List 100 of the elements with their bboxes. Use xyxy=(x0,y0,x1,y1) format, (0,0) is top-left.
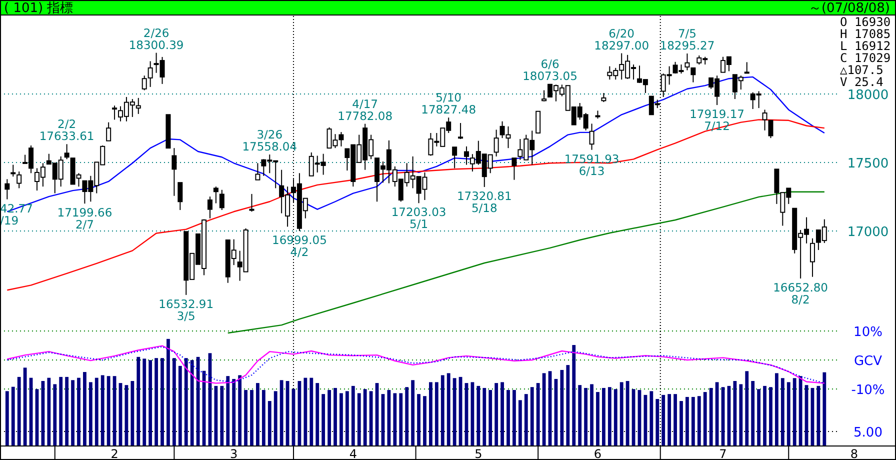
candlestick xyxy=(786,188,792,204)
candlestick xyxy=(756,90,762,109)
annotation: 6/13 xyxy=(578,164,605,178)
note: △107.5 xyxy=(840,63,884,77)
candlestick xyxy=(94,162,100,194)
annotation: 18073.05 xyxy=(522,68,578,83)
candlestick xyxy=(207,196,212,219)
candlestick xyxy=(46,153,52,165)
candlestick xyxy=(267,154,272,174)
candlestick xyxy=(338,132,344,147)
candlestick xyxy=(619,52,624,80)
annotation: 18300.39 xyxy=(128,38,184,52)
candlestick xyxy=(774,168,780,204)
candlestick xyxy=(684,53,690,71)
annotation: 6/6 xyxy=(540,56,560,71)
candlestick xyxy=(500,120,505,139)
x-tick-label: 2 xyxy=(110,447,118,460)
tick-label: 17000 xyxy=(847,224,889,240)
candlestick xyxy=(160,56,165,84)
candlestick xyxy=(178,182,183,210)
candlestick xyxy=(320,153,326,176)
candlestick xyxy=(34,168,40,192)
annotation: /19 xyxy=(0,213,19,228)
annotation: 8/2 xyxy=(791,292,810,307)
annotation: 4/2 xyxy=(290,245,309,260)
candlestick xyxy=(136,97,141,114)
candlestick xyxy=(738,75,744,90)
candlestick xyxy=(690,67,696,83)
x-tick-label: 8 xyxy=(850,447,858,460)
candlestick xyxy=(452,146,458,169)
candlestick xyxy=(804,216,810,244)
annotation: 16999.05 xyxy=(272,233,327,248)
candlestick xyxy=(780,192,786,226)
candlestick xyxy=(798,229,804,280)
candlestick xyxy=(380,160,386,184)
candlestick xyxy=(422,172,428,200)
note: O 16930 xyxy=(840,15,891,29)
candlestick xyxy=(142,75,147,91)
candlestick xyxy=(273,160,278,189)
annotation: 2/26 xyxy=(143,26,170,40)
candlestick xyxy=(172,148,177,196)
candlestick xyxy=(231,238,236,266)
annotation: 18297.00 xyxy=(594,38,650,52)
candlestick xyxy=(488,154,493,174)
candlestick xyxy=(130,98,135,118)
candlestick xyxy=(726,56,732,72)
title: ( 101) 指標 xyxy=(4,1,74,16)
candlestick xyxy=(112,105,118,120)
candlestick xyxy=(416,176,422,204)
x-tick-label: 6 xyxy=(594,447,602,460)
candlestick xyxy=(356,134,362,163)
annotation: 17203.03 xyxy=(391,205,446,220)
annotation: 16652.80 xyxy=(773,280,828,295)
candlestick xyxy=(589,123,594,150)
candlestick xyxy=(524,134,529,160)
candlestick xyxy=(518,138,523,160)
annotation: 17558.04 xyxy=(242,140,298,154)
candlestick xyxy=(464,146,469,166)
annotation: 6/20 xyxy=(608,26,634,40)
candlestick xyxy=(666,66,672,86)
candlestick xyxy=(52,162,58,194)
candlestick xyxy=(822,218,827,244)
candlestick xyxy=(696,54,702,65)
candlestick xyxy=(332,134,338,149)
annotation: 5/18 xyxy=(471,201,498,215)
tick-label: 5.00 xyxy=(854,426,882,440)
note: V 25.4 xyxy=(840,75,884,89)
candlestick xyxy=(16,170,22,189)
candlestick xyxy=(28,144,34,174)
candlestick xyxy=(577,102,582,120)
annotation: 5/10 xyxy=(436,90,462,105)
annotation: 18295.27 xyxy=(660,38,715,52)
x-tick-label: 7 xyxy=(719,447,727,460)
x-tick-label: 4 xyxy=(349,447,357,460)
annotation: 4/17 xyxy=(352,96,378,111)
candlestick xyxy=(470,154,475,172)
candlestick xyxy=(10,164,16,178)
candlestick xyxy=(392,166,398,188)
candlestick xyxy=(631,64,636,80)
candlestick xyxy=(512,158,517,180)
annotation: 2/2 xyxy=(58,117,76,132)
candlestick xyxy=(458,122,464,140)
annotation: 17827.48 xyxy=(421,102,476,117)
candlestick xyxy=(542,90,547,102)
annotation: 3/5 xyxy=(176,308,196,323)
candlestick xyxy=(708,77,714,90)
candlestick xyxy=(314,155,320,173)
annotation: 7/5 xyxy=(678,26,696,40)
tick-label: 18000 xyxy=(847,88,889,103)
candlestick xyxy=(213,186,218,204)
candlestick xyxy=(494,129,499,157)
candlestick xyxy=(446,117,452,134)
annotation: 17320.81 xyxy=(456,189,512,203)
tick-label: GCV xyxy=(854,354,882,369)
candlestick xyxy=(625,54,630,80)
candlestick xyxy=(124,96,129,122)
candlestick xyxy=(559,84,564,97)
annotation: 17782.08 xyxy=(338,108,393,123)
annotation: 17199.66 xyxy=(57,206,112,220)
candlestick xyxy=(118,106,123,122)
